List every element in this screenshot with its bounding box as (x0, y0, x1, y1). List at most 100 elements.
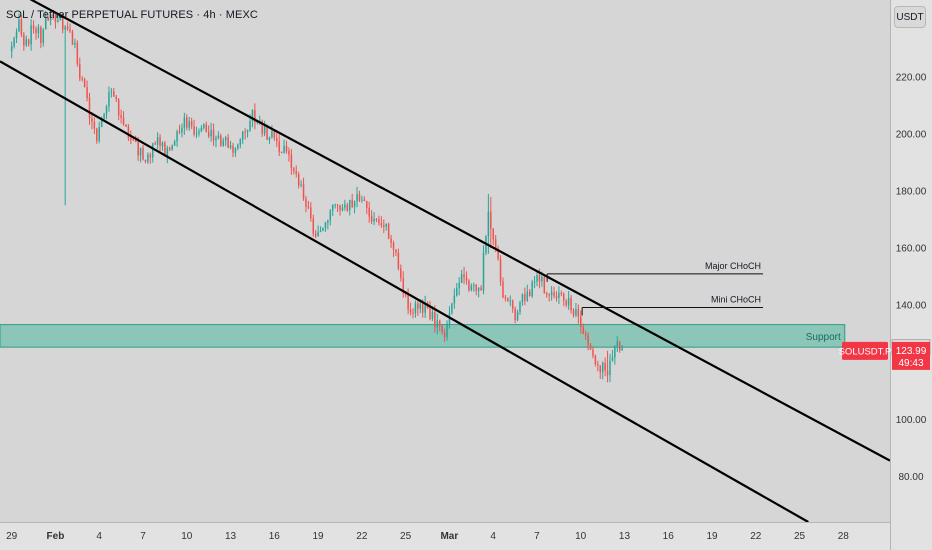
candle-up[interactable] (251, 110, 254, 122)
candle-down[interactable] (261, 120, 263, 134)
candle-down[interactable] (88, 98, 91, 119)
candle-up[interactable] (353, 201, 356, 207)
candle-up[interactable] (373, 219, 375, 222)
candle-down[interactable] (597, 364, 599, 366)
candle-up[interactable] (482, 252, 485, 291)
candle-up[interactable] (519, 302, 521, 313)
candle-down[interactable] (83, 79, 86, 88)
candle-up[interactable] (424, 302, 426, 313)
candle-up[interactable] (558, 293, 560, 299)
candle-down[interactable] (76, 42, 79, 65)
candle-down[interactable] (205, 124, 208, 133)
candle-up[interactable] (110, 91, 113, 93)
candle-up[interactable] (436, 320, 439, 328)
candle-down[interactable] (305, 198, 307, 207)
candle-down[interactable] (69, 29, 71, 32)
candle-down[interactable] (524, 294, 526, 301)
support-zone[interactable] (0, 324, 846, 348)
channel-lower-line[interactable] (0, 60, 809, 523)
candle-down[interactable] (592, 349, 594, 356)
candle-up[interactable] (176, 131, 178, 142)
price-axis[interactable]: 80.00100.00120.00140.00160.00180.00200.0… (890, 0, 932, 550)
candle-down[interactable] (589, 345, 592, 350)
candle-up[interactable] (575, 309, 577, 316)
candle-down[interactable] (266, 124, 268, 140)
candle-down[interactable] (502, 281, 504, 298)
candle-up[interactable] (385, 223, 387, 227)
currency-button[interactable]: USDT (894, 6, 926, 28)
candle-up[interactable] (456, 288, 458, 296)
candle-up[interactable] (531, 282, 533, 297)
candle-down[interactable] (310, 207, 312, 219)
candle-down[interactable] (490, 211, 492, 229)
candle-up[interactable] (487, 211, 490, 236)
candle-down[interactable] (212, 129, 215, 141)
candle-down[interactable] (207, 132, 210, 137)
candle-up[interactable] (609, 360, 611, 376)
candle-down[interactable] (86, 87, 88, 99)
candle-down[interactable] (599, 365, 602, 373)
candle-down[interactable] (244, 131, 246, 133)
candle-down[interactable] (91, 118, 93, 122)
candle-up[interactable] (49, 14, 52, 21)
candle-down[interactable] (363, 199, 366, 201)
candle-up[interactable] (57, 20, 59, 22)
candle-down[interactable] (387, 223, 390, 239)
candle-up[interactable] (171, 145, 173, 150)
candle-up[interactable] (324, 222, 327, 229)
candle-down[interactable] (383, 225, 385, 227)
candle-up[interactable] (516, 312, 519, 321)
candle-down[interactable] (528, 291, 531, 297)
candle-down[interactable] (407, 295, 409, 310)
candle-up[interactable] (222, 140, 225, 146)
candle-up[interactable] (224, 137, 227, 141)
candle-down[interactable] (32, 25, 35, 29)
candle-down[interactable] (553, 292, 555, 297)
candle-up[interactable] (344, 204, 346, 208)
candle-down[interactable] (545, 292, 548, 295)
candle-down[interactable] (96, 128, 98, 141)
candle-down[interactable] (285, 145, 288, 152)
candle-up[interactable] (161, 142, 164, 147)
candle-down[interactable] (54, 15, 57, 22)
candle-down[interactable] (511, 300, 514, 309)
candle-down[interactable] (378, 219, 380, 223)
candle-down[interactable] (421, 303, 424, 313)
candle-up[interactable] (210, 129, 212, 137)
candle-up[interactable] (249, 121, 251, 131)
candle-down[interactable] (293, 168, 295, 172)
candle-down[interactable] (336, 204, 339, 206)
candle-up[interactable] (470, 285, 473, 291)
candle-down[interactable] (429, 307, 431, 319)
candle-down[interactable] (563, 294, 565, 301)
candle-down[interactable] (61, 17, 64, 30)
candle-down[interactable] (577, 309, 580, 317)
candle-up[interactable] (567, 297, 570, 306)
candle-down[interactable] (368, 207, 370, 217)
candle-up[interactable] (198, 131, 200, 134)
candle-down[interactable] (417, 303, 419, 309)
candle-down[interactable] (220, 135, 222, 146)
candle-down[interactable] (115, 96, 118, 100)
candle-up[interactable] (268, 137, 271, 140)
candle-down[interactable] (276, 138, 278, 142)
candle-down[interactable] (584, 333, 587, 336)
candle-up[interactable] (341, 207, 344, 211)
candle-down[interactable] (79, 64, 81, 79)
candle-up[interactable] (458, 282, 460, 289)
candle-up[interactable] (473, 284, 475, 286)
candle-up[interactable] (173, 141, 176, 146)
candle-up[interactable] (621, 348, 623, 351)
candle-up[interactable] (42, 29, 45, 43)
candle-up[interactable] (419, 303, 422, 309)
candle-up[interactable] (431, 312, 434, 319)
candle-down[interactable] (132, 139, 135, 141)
candle-up[interactable] (477, 287, 480, 291)
candle-down[interactable] (290, 154, 293, 169)
candle-down[interactable] (149, 154, 152, 158)
candle-down[interactable] (606, 370, 609, 376)
candle-down[interactable] (232, 145, 234, 153)
candle-up[interactable] (283, 145, 285, 153)
candle-down[interactable] (20, 19, 23, 35)
